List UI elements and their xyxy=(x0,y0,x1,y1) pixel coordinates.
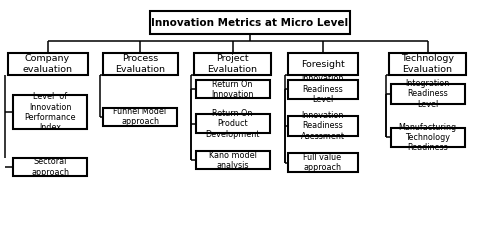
Text: Foresight: Foresight xyxy=(300,60,344,69)
Text: Kano model
analysis: Kano model analysis xyxy=(208,151,256,170)
Text: Innovation
Readiness
Asessment: Innovation Readiness Asessment xyxy=(300,111,344,141)
FancyBboxPatch shape xyxy=(196,80,270,98)
Text: Funnel Model
approach: Funnel Model approach xyxy=(114,107,166,126)
Text: Technology
Evaluation: Technology Evaluation xyxy=(401,55,454,74)
Text: Sectoral
approach: Sectoral approach xyxy=(31,158,69,177)
Text: Company
evaluation: Company evaluation xyxy=(22,55,72,74)
Text: Innovation
Readiness
Level: Innovation Readiness Level xyxy=(302,74,344,104)
FancyBboxPatch shape xyxy=(196,114,270,133)
FancyBboxPatch shape xyxy=(288,153,358,172)
FancyBboxPatch shape xyxy=(390,84,464,104)
FancyBboxPatch shape xyxy=(13,95,87,129)
Text: Process
Evaluation: Process Evaluation xyxy=(115,55,165,74)
FancyBboxPatch shape xyxy=(102,53,178,75)
FancyBboxPatch shape xyxy=(8,53,87,75)
Text: Full value
approach: Full value approach xyxy=(304,153,342,172)
FancyBboxPatch shape xyxy=(288,80,358,99)
Text: Project
Evaluation: Project Evaluation xyxy=(208,55,258,74)
FancyBboxPatch shape xyxy=(390,128,464,147)
Text: Innovation Metrics at Micro Level: Innovation Metrics at Micro Level xyxy=(152,18,348,28)
Text: Manufacturing
Technology
Readiness: Manufacturing Technology Readiness xyxy=(398,123,456,152)
FancyBboxPatch shape xyxy=(103,108,177,126)
Text: Return On
Product
Development: Return On Product Development xyxy=(206,109,260,139)
FancyBboxPatch shape xyxy=(194,53,271,75)
FancyBboxPatch shape xyxy=(288,53,358,75)
FancyBboxPatch shape xyxy=(150,11,350,34)
FancyBboxPatch shape xyxy=(196,151,270,169)
Text: Integration
Readiness
Level: Integration Readiness Level xyxy=(406,79,450,109)
FancyBboxPatch shape xyxy=(389,53,466,75)
Text: Return On
Innovation: Return On Innovation xyxy=(212,80,254,99)
FancyBboxPatch shape xyxy=(13,158,87,176)
Text: Level  of
Innovation
Performance
Index: Level of Innovation Performance Index xyxy=(24,92,76,132)
FancyBboxPatch shape xyxy=(288,116,358,136)
